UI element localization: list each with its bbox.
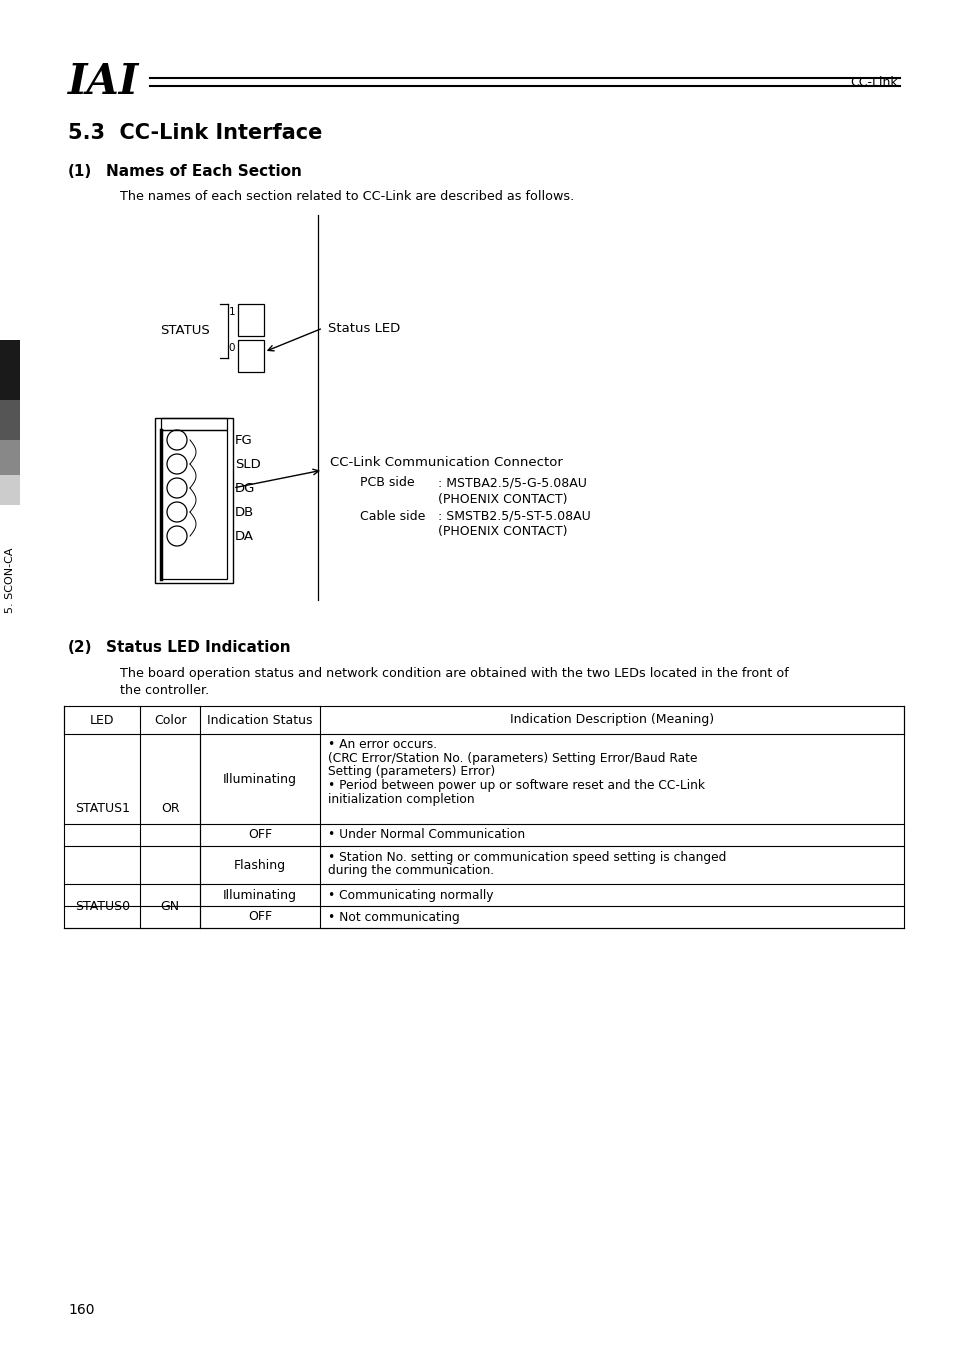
Text: Status LED Indication: Status LED Indication	[106, 640, 291, 656]
Text: SLD: SLD	[234, 458, 260, 471]
Bar	[0, 440, 20, 475]
Bar	[0, 400, 20, 440]
Text: FG: FG	[234, 433, 253, 447]
Text: IAI: IAI	[68, 61, 139, 103]
Bar	[237, 304, 264, 336]
Text: Cable side: Cable side	[359, 509, 425, 522]
Text: Illuminating: Illuminating	[223, 772, 296, 786]
Text: OFF: OFF	[248, 910, 272, 923]
Text: CC-Link: CC-Link	[849, 76, 897, 89]
Text: The names of each section related to CC-Link are described as follows.: The names of each section related to CC-…	[120, 189, 574, 202]
Text: Color: Color	[153, 714, 187, 726]
Text: Indication Status: Indication Status	[207, 714, 313, 726]
Text: : SMSTB2.5/5-ST-5.08AU: : SMSTB2.5/5-ST-5.08AU	[437, 509, 590, 522]
Text: (CRC Error/Station No. (parameters) Setting Error/Baud Rate: (CRC Error/Station No. (parameters) Sett…	[328, 752, 697, 765]
Text: Flashing: Flashing	[233, 859, 286, 872]
Text: Names of Each Section: Names of Each Section	[106, 165, 301, 180]
Text: OFF: OFF	[248, 829, 272, 841]
Text: (PHOENIX CONTACT): (PHOENIX CONTACT)	[437, 493, 567, 505]
Text: 160: 160	[68, 1303, 94, 1318]
Text: initialization completion: initialization completion	[328, 792, 475, 806]
Text: GN: GN	[160, 899, 179, 913]
Text: 5. SCON-CA: 5. SCON-CA	[5, 547, 15, 613]
Text: • An error occurs.: • An error occurs.	[328, 738, 436, 752]
Text: • Station No. setting or communication speed setting is changed: • Station No. setting or communication s…	[328, 850, 726, 864]
Text: (2): (2)	[68, 640, 92, 656]
Text: Indication Description (Meaning): Indication Description (Meaning)	[510, 714, 714, 726]
Text: Illuminating: Illuminating	[223, 888, 296, 902]
Text: DA: DA	[234, 529, 253, 543]
Text: CC-Link Communication Connector: CC-Link Communication Connector	[330, 455, 562, 468]
Text: LED: LED	[90, 714, 114, 726]
Bar	[237, 340, 264, 373]
Text: PCB side: PCB side	[359, 477, 415, 490]
Text: DG: DG	[234, 482, 255, 494]
Text: Setting (parameters) Error): Setting (parameters) Error)	[328, 765, 495, 779]
Text: 5.3  CC-Link Interface: 5.3 CC-Link Interface	[68, 123, 322, 143]
Text: The board operation status and network condition are obtained with the two LEDs : The board operation status and network c…	[120, 667, 788, 680]
Text: : MSTBA2.5/5-G-5.08AU: : MSTBA2.5/5-G-5.08AU	[437, 477, 586, 490]
Bar	[161, 418, 227, 431]
Text: (PHOENIX CONTACT): (PHOENIX CONTACT)	[437, 525, 567, 539]
Text: • Not communicating: • Not communicating	[328, 910, 459, 923]
Bar	[161, 431, 227, 579]
Text: • Under Normal Communication: • Under Normal Communication	[328, 829, 525, 841]
Bar	[0, 475, 20, 505]
Text: OR: OR	[161, 802, 179, 815]
Text: 0: 0	[229, 343, 234, 352]
Bar	[0, 340, 20, 400]
Text: Status LED: Status LED	[328, 321, 400, 335]
Bar	[154, 418, 233, 583]
Text: • Period between power up or software reset and the CC-Link: • Period between power up or software re…	[328, 779, 704, 792]
Text: STATUS0: STATUS0	[74, 899, 130, 913]
Text: DB: DB	[234, 505, 254, 518]
Text: the controller.: the controller.	[120, 683, 209, 697]
Text: 1: 1	[228, 306, 234, 317]
Text: STATUS: STATUS	[160, 324, 210, 336]
Text: • Communicating normally: • Communicating normally	[328, 888, 494, 902]
Text: during the communication.: during the communication.	[328, 864, 494, 878]
Text: (1): (1)	[68, 165, 92, 180]
Text: STATUS1: STATUS1	[74, 802, 130, 815]
